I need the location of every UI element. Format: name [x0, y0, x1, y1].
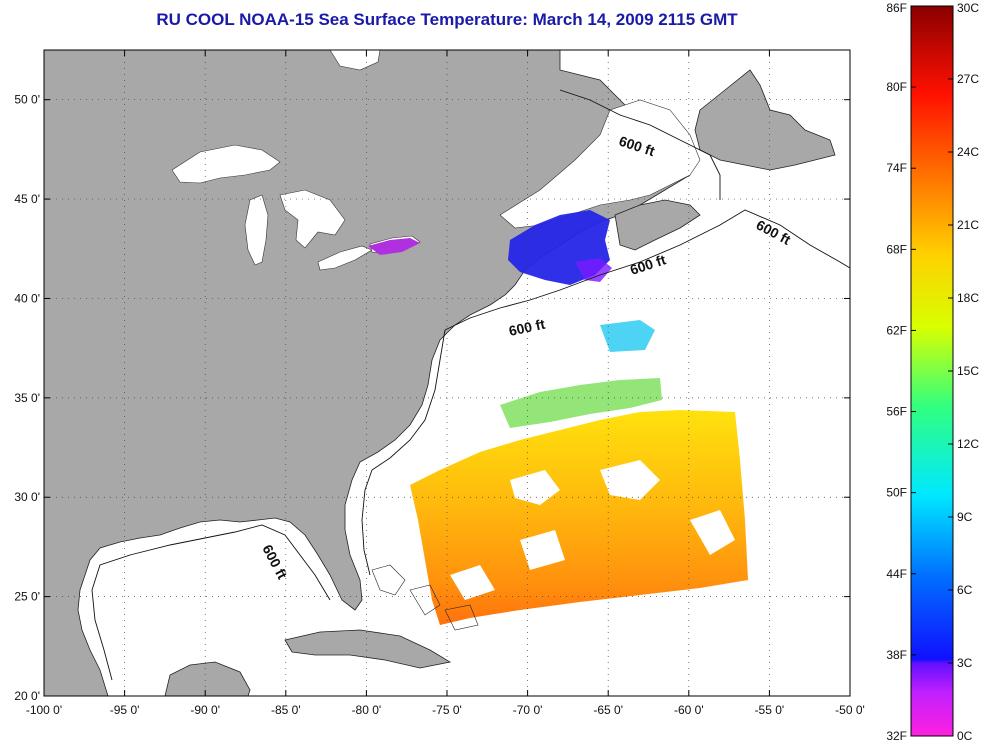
colorbar-c-label: 6C [957, 583, 973, 597]
lat-tick-label: 45 0' [14, 192, 40, 206]
contour-600ft [91, 524, 331, 681]
lat-tick-label: 20 0' [14, 689, 40, 703]
colorbar-c-label: 12C [957, 437, 979, 451]
contour-600ft [559, 89, 721, 200]
newfoundland-land [694, 69, 836, 171]
cloud-gap [450, 565, 495, 600]
lat-tick-label: 50 0' [14, 93, 40, 107]
cuba-land [284, 629, 452, 669]
colorbar-c-label: 3C [957, 656, 973, 670]
colorbar-f-label: 86F [886, 1, 907, 15]
lon-tick-label: -75 0' [432, 703, 462, 717]
colorbar-c-label: 24C [957, 145, 979, 159]
lon-tick-label: -85 0' [271, 703, 301, 717]
colorbar-f-label: 44F [886, 567, 907, 581]
cloud-gap [690, 510, 735, 555]
colorbar-f-label: 68F [886, 242, 907, 256]
cloud-gap [520, 530, 565, 570]
lat-tick-label: 25 0' [14, 590, 40, 604]
lon-tick-label: -90 0' [190, 703, 220, 717]
james-bay [329, 50, 381, 71]
lat-tick-label: 30 0' [14, 490, 40, 504]
colorbar-f-label: 50F [886, 486, 907, 500]
lon-tick-label: -100 0' [26, 703, 62, 717]
colorbar [910, 5, 954, 737]
lake-huron [279, 189, 346, 249]
lat-tick-label: 35 0' [14, 391, 40, 405]
contour-600ft [361, 329, 446, 576]
lon-tick-label: -80 0' [352, 703, 382, 717]
colorbar-c-label: 15C [957, 364, 979, 378]
lake-michigan [244, 194, 269, 266]
sst-speckles-cyan [600, 320, 655, 352]
lake-erie [317, 245, 373, 271]
sst-gulf-of-maine-edge [575, 258, 612, 282]
map-title: RU COOL NOAA-15 Sea Surface Temperature:… [156, 10, 738, 29]
colorbar-f-label: 56F [886, 405, 907, 419]
lon-tick-label: -95 0' [110, 703, 140, 717]
colorbar-c-label: 30C [957, 1, 979, 15]
sst-swath [410, 410, 748, 625]
lon-tick-label: -70 0' [513, 703, 543, 717]
lon-tick-label: -65 0' [593, 703, 623, 717]
graticule [44, 50, 850, 696]
yucatan-land [164, 661, 251, 696]
contour-600ft [444, 209, 850, 331]
lon-tick-label: -60 0' [674, 703, 704, 717]
sst-lake-ontario [368, 238, 420, 255]
lon-tick-label: -55 0' [755, 703, 785, 717]
bahamas-banks [371, 564, 479, 631]
colorbar-f-label: 80F [886, 80, 907, 94]
colorbar-c-label: 18C [957, 291, 979, 305]
colorbar-f-label: 74F [886, 161, 907, 175]
lon-tick-label: -50 0' [835, 703, 865, 717]
lake-superior [171, 144, 281, 184]
cloud-gap [510, 470, 560, 505]
cloud-gap [600, 460, 660, 500]
colorbar-c-label: 27C [957, 72, 979, 86]
colorbar-f-label: 32F [886, 729, 907, 743]
nova-scotia-land [614, 199, 701, 251]
lat-tick-label: 40 0' [14, 291, 40, 305]
colorbar-c-label: 0C [957, 729, 973, 743]
contour-label: 600 ft [507, 316, 546, 339]
colorbar-f-label: 38F [886, 648, 907, 662]
colorbar-c-label: 9C [957, 510, 973, 524]
colorbar-f-label: 62F [886, 323, 907, 337]
colorbar-c-label: 21C [957, 218, 979, 232]
sst-speckles-north [500, 378, 662, 428]
